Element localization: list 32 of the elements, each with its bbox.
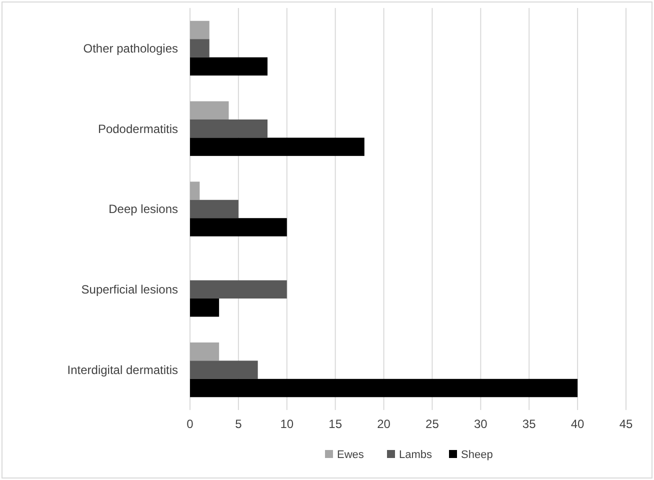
bar <box>190 360 258 379</box>
legend-label: Ewes <box>337 448 364 461</box>
y-tick-label: Other pathologies <box>83 41 178 56</box>
bar <box>190 101 229 120</box>
x-tick-label: 0 <box>186 417 194 431</box>
x-tick-label: 10 <box>280 417 294 431</box>
x-tick-label: 15 <box>328 417 342 431</box>
legend-label: Lambs <box>399 448 433 461</box>
bar <box>190 200 238 218</box>
x-tick-label: 30 <box>474 417 488 431</box>
y-tick-label: Interdigital dermatitis <box>67 363 178 377</box>
bar <box>190 119 268 138</box>
bar <box>190 20 210 40</box>
y-tick-label: Superficial lesions <box>81 282 178 297</box>
bar <box>190 182 200 200</box>
x-tick-label: 40 <box>570 417 585 431</box>
x-tick-label: 5 <box>235 417 242 431</box>
bar <box>190 39 210 58</box>
x-tick-label: 45 <box>619 417 633 431</box>
bar <box>190 138 364 156</box>
bar <box>190 280 287 299</box>
x-tick-label: 35 <box>522 417 536 431</box>
y-tick-label: Pododermatitis <box>98 122 178 136</box>
bar <box>190 378 578 398</box>
bar <box>190 298 220 317</box>
y-tick-label: Deep lesions <box>108 202 178 216</box>
bar <box>190 342 220 361</box>
x-tick-label: 25 <box>426 417 440 431</box>
bar <box>190 218 287 236</box>
x-tick-label: 20 <box>377 417 391 431</box>
legend-label: Sheep <box>461 448 493 461</box>
bar <box>190 57 268 76</box>
